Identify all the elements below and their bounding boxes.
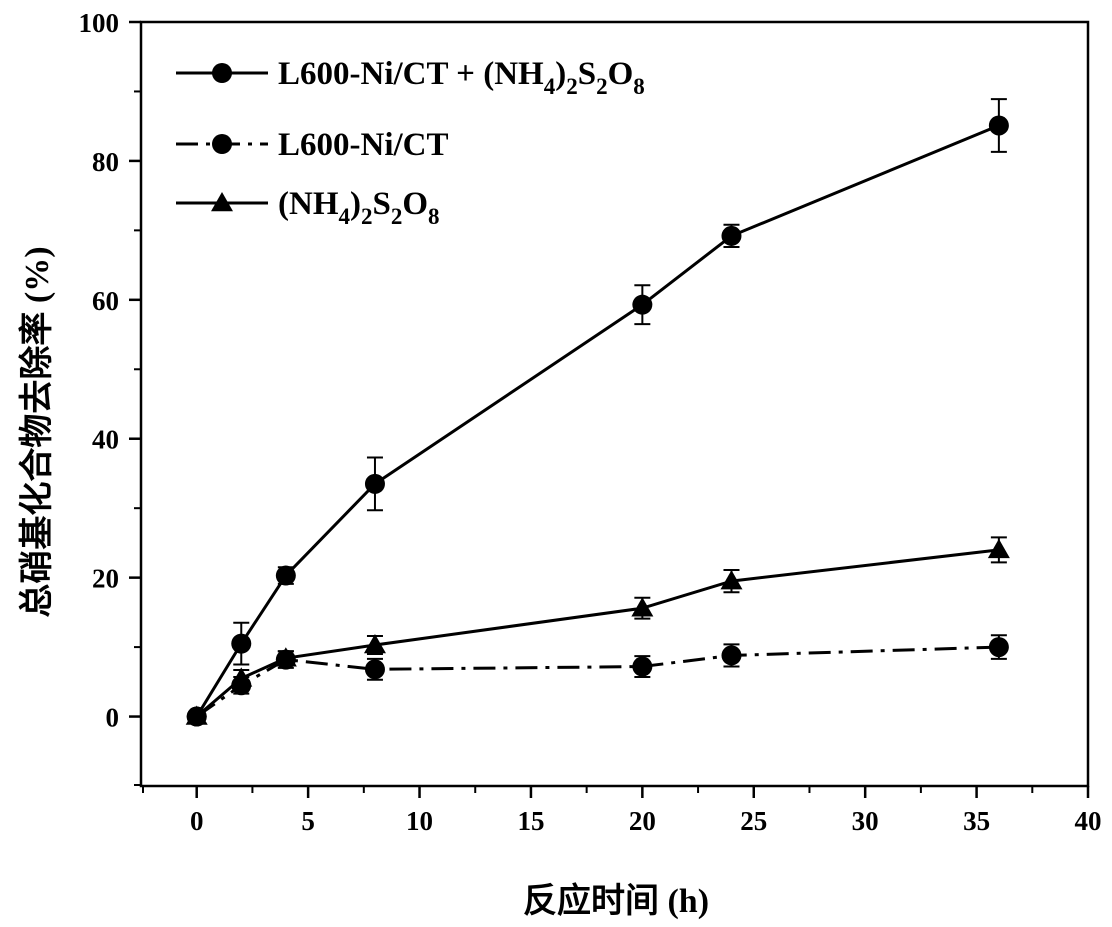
data-point bbox=[363, 634, 386, 654]
x-tick-label: 10 bbox=[406, 806, 433, 836]
legend-marker bbox=[212, 134, 232, 154]
legend-marker bbox=[211, 192, 233, 212]
legend-marker bbox=[212, 63, 232, 83]
x-tick-label: 15 bbox=[517, 806, 544, 836]
data-point bbox=[275, 565, 296, 586]
data-point bbox=[186, 706, 207, 727]
legend-label: L600-Ni/CT bbox=[278, 127, 449, 163]
y-axis-title: 总硝基化合物去除率 (%) bbox=[17, 246, 56, 617]
series-0 bbox=[186, 98, 1009, 727]
legend-item-2: (NH4)2S2O8 bbox=[176, 186, 440, 229]
data-point bbox=[988, 115, 1009, 136]
x-tick-label: 25 bbox=[740, 806, 767, 836]
y-tick-label: 40 bbox=[92, 425, 119, 455]
legend-item-1: L600-Ni/CT bbox=[176, 127, 449, 163]
data-point bbox=[720, 570, 743, 590]
data-point bbox=[275, 649, 296, 670]
data-point bbox=[988, 637, 1009, 658]
y-tick-label: 80 bbox=[92, 147, 119, 177]
data-point bbox=[721, 645, 742, 666]
legend-label: (NH4)2S2O8 bbox=[278, 186, 440, 229]
data-point bbox=[231, 675, 252, 696]
x-tick-label: 0 bbox=[190, 806, 204, 836]
data-point bbox=[631, 597, 654, 617]
plot-frame bbox=[139, 20, 1090, 788]
legend-item-0: L600-Ni/CT + (NH4)2S2O8 bbox=[176, 56, 645, 99]
x-tick-label: 35 bbox=[963, 806, 990, 836]
series-line bbox=[195, 548, 1000, 718]
legend-label: L600-Ni/CT + (NH4)2S2O8 bbox=[278, 56, 645, 99]
y-tick-label: 20 bbox=[92, 564, 119, 594]
series-line bbox=[195, 645, 999, 718]
y-tick-label: 0 bbox=[106, 703, 120, 733]
x-tick-label: 40 bbox=[1075, 806, 1102, 836]
x-tick-label: 30 bbox=[852, 806, 879, 836]
series-1 bbox=[186, 634, 1009, 727]
x-tick-label: 5 bbox=[301, 806, 315, 836]
data-point bbox=[632, 656, 653, 677]
x-axis-title: 反应时间 (h) bbox=[523, 882, 709, 920]
data-point bbox=[364, 473, 385, 494]
y-tick-label: 60 bbox=[92, 286, 119, 316]
data-point bbox=[632, 294, 653, 315]
data-point bbox=[231, 633, 252, 654]
series-2 bbox=[185, 536, 1010, 725]
y-tick-label: 100 bbox=[79, 8, 120, 38]
data-point bbox=[987, 538, 1010, 559]
x-tick-label: 20 bbox=[629, 806, 656, 836]
data-point bbox=[721, 225, 742, 246]
data-point bbox=[364, 659, 385, 680]
